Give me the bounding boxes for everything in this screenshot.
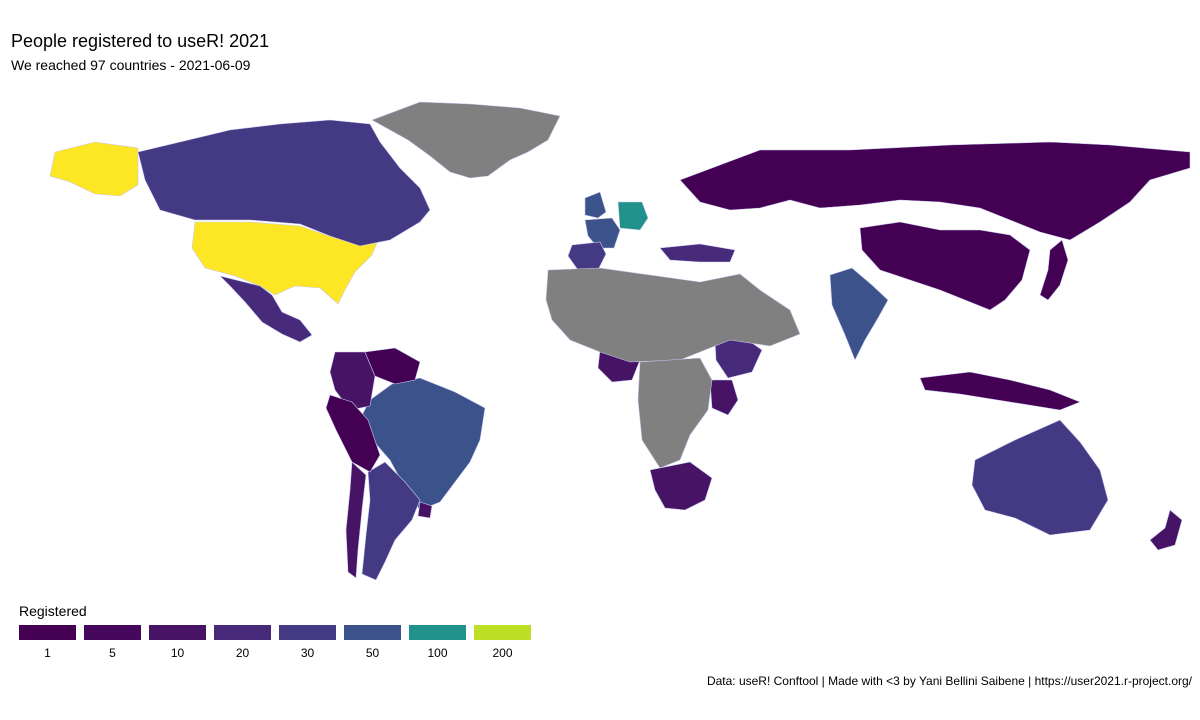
legend-keys: 1 5 10 20 30 50 100 200: [19, 625, 531, 660]
legend-swatch: [279, 625, 336, 640]
map-caption: Data: useR! Conftool | Made with <3 by Y…: [706, 674, 1192, 688]
region-france: [584, 217, 621, 249]
legend-key-label: 20: [235, 646, 250, 660]
legend-key: 1: [19, 625, 76, 660]
legend-key: 30: [279, 625, 336, 660]
region-united-kingdom: [584, 191, 607, 219]
region-india: [829, 267, 889, 361]
region-new-zealand: [1149, 509, 1183, 551]
legend-swatch: [149, 625, 206, 640]
legend: Registered 1 5 10 20 30 50 100 200: [19, 603, 531, 660]
region-uruguay: [417, 501, 433, 519]
region-canada: [137, 119, 431, 247]
region-indonesia: [919, 371, 1081, 411]
legend-swatch: [474, 625, 531, 640]
region-central-africa: [637, 357, 713, 469]
region-chile: [345, 461, 367, 579]
legend-key: 20: [214, 625, 271, 660]
region-japan: [1039, 239, 1069, 301]
region-mexico: [219, 275, 313, 343]
map-subtitle: We reached 97 countries - 2021-06-09: [11, 57, 251, 73]
legend-key-label: 30: [300, 646, 315, 660]
legend-key-label: 5: [109, 646, 116, 660]
region-spain: [567, 241, 607, 271]
region-russia: [679, 141, 1191, 241]
legend-key-label: 100: [427, 646, 448, 660]
legend-key: 200: [474, 625, 531, 660]
region-peru: [325, 394, 381, 473]
legend-key-label: 200: [492, 646, 513, 660]
region-turkey: [659, 243, 736, 263]
region-south-africa: [649, 461, 713, 511]
legend-swatch: [409, 625, 466, 640]
region-china: [859, 221, 1031, 311]
legend-swatch: [344, 625, 401, 640]
legend-swatch: [19, 625, 76, 640]
legend-swatch: [214, 625, 271, 640]
region-kenya: [709, 379, 739, 416]
region-venezuela: [364, 347, 421, 385]
world-choropleth-map: [49, 101, 1191, 581]
legend-key: 5: [84, 625, 141, 660]
legend-key: 100: [409, 625, 466, 660]
legend-key-label: 1: [44, 646, 51, 660]
region-australia: [971, 419, 1109, 536]
legend-key: 50: [344, 625, 401, 660]
map-regions: [49, 101, 1191, 581]
region-united-states: [191, 221, 383, 305]
legend-title: Registered: [19, 603, 87, 619]
legend-key: 10: [149, 625, 206, 660]
legend-swatch: [84, 625, 141, 640]
legend-key-label: 10: [170, 646, 185, 660]
region-sahara-middle-east: [545, 267, 801, 363]
legend-key-label: 50: [365, 646, 380, 660]
region-germany: [617, 201, 649, 231]
region-alaska: [49, 141, 139, 197]
region-argentina: [361, 461, 421, 581]
map-title: People registered to useR! 2021: [11, 31, 270, 51]
region-greenland: [371, 101, 561, 179]
